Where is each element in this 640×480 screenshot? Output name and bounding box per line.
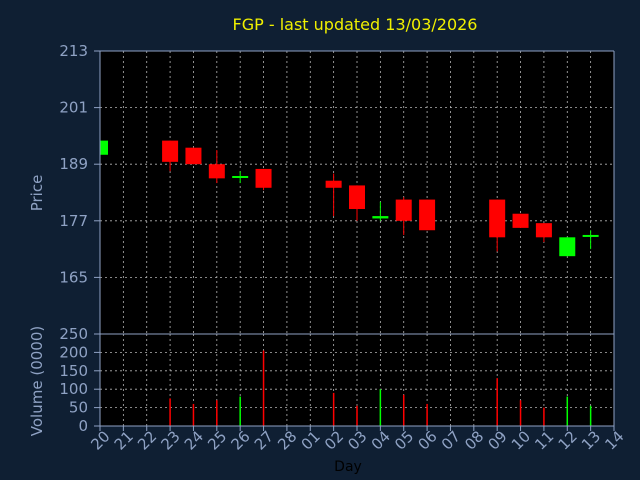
- volume-y-tick-label: 150: [59, 362, 88, 380]
- volume-bar: [262, 350, 265, 426]
- volume-bar: [543, 407, 545, 426]
- price-grid: [99, 50, 615, 334]
- candle-body: [185, 147, 202, 165]
- candle-body: [559, 237, 576, 257]
- volume-bar: [216, 400, 218, 426]
- volume-y-tick-label: 0: [78, 417, 88, 435]
- volume-bar: [402, 394, 405, 426]
- candle-body: [100, 140, 108, 155]
- chart-title: FGP - last updated 13/03/2026: [233, 15, 478, 34]
- candle-body: [535, 223, 552, 238]
- volume-bar: [192, 403, 195, 426]
- candle-body: [325, 180, 342, 188]
- candle-body: [162, 140, 179, 162]
- candle-body: [372, 216, 389, 219]
- candle-body: [512, 213, 529, 228]
- price-y-tick-label: 201: [59, 99, 88, 117]
- volume-bar: [356, 405, 358, 426]
- x-axis-label: Day: [334, 459, 362, 475]
- volume-bar: [379, 389, 382, 426]
- volume-bars: [169, 350, 592, 426]
- volume-bar: [496, 378, 498, 426]
- candle-body: [395, 199, 412, 221]
- price-candles: [99, 140, 599, 257]
- price-axis-label: Price: [28, 175, 46, 212]
- candle-body: [255, 168, 272, 188]
- volume-bar: [566, 396, 569, 426]
- candle-body: [419, 199, 436, 231]
- volume-y-tick-label: 200: [59, 343, 88, 361]
- volume-y-tick-label: 250: [59, 325, 88, 343]
- candle-body: [349, 185, 365, 210]
- volume-bar: [332, 392, 335, 426]
- candle-body: [489, 199, 506, 238]
- x-tick-labels: 2021222324252627280102030405060708091011…: [87, 426, 628, 454]
- candle-body: [208, 164, 225, 179]
- price-y-tick-label: 213: [59, 42, 88, 60]
- volume-y-tick-label: 50: [69, 399, 88, 417]
- volume-bar: [239, 396, 241, 426]
- price-y-tick-label: 189: [59, 155, 88, 173]
- volume-bar: [426, 403, 428, 426]
- volume-bar: [589, 405, 592, 426]
- price-y-tick-label: 165: [59, 268, 88, 286]
- price-y-tick-label: 177: [59, 212, 88, 230]
- candle-body: [232, 175, 249, 178]
- volume-bar: [519, 400, 522, 426]
- volume-y-tick-label: 100: [59, 380, 88, 398]
- volume-bar: [169, 398, 171, 426]
- price-y-tick-labels: 165 177 189 201 213: [59, 42, 100, 286]
- volume-axis-label: Volume (0000): [28, 326, 46, 436]
- candle-body: [582, 234, 599, 237]
